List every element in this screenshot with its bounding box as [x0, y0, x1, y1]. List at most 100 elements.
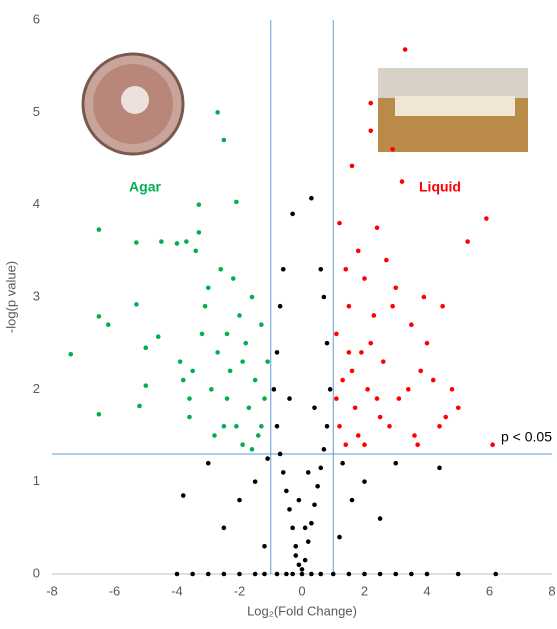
- point: [275, 350, 280, 355]
- point: [190, 572, 195, 577]
- point: [303, 558, 308, 563]
- point: [409, 572, 414, 577]
- point: [250, 295, 255, 300]
- point: [350, 164, 355, 169]
- point: [490, 442, 495, 447]
- point: [281, 470, 286, 475]
- point: [297, 562, 302, 567]
- series-label: Liquid: [419, 179, 461, 195]
- point: [393, 461, 398, 466]
- point: [368, 129, 373, 134]
- point: [222, 526, 227, 531]
- point: [143, 383, 148, 388]
- point: [97, 412, 102, 417]
- point: [197, 202, 202, 207]
- point: [178, 359, 183, 364]
- point: [406, 387, 411, 392]
- point: [322, 295, 327, 300]
- point: [237, 572, 242, 577]
- point: [253, 572, 258, 577]
- point: [187, 396, 192, 401]
- point: [247, 406, 252, 411]
- point: [265, 456, 270, 461]
- point: [431, 378, 436, 383]
- point: [68, 352, 73, 357]
- chart: -log(p value) Log₂(Fold Change) 0123456-…: [0, 0, 557, 624]
- point: [300, 572, 305, 577]
- point: [437, 424, 442, 429]
- point: [293, 553, 298, 558]
- x-tick-label: 2: [361, 583, 368, 598]
- point: [403, 47, 408, 52]
- point: [334, 332, 339, 337]
- y-tick-label: 5: [33, 104, 40, 119]
- point: [287, 507, 292, 512]
- point: [284, 489, 289, 494]
- x-tick-label: 4: [423, 583, 430, 598]
- point: [262, 396, 267, 401]
- point: [290, 212, 295, 217]
- point: [287, 396, 292, 401]
- point: [375, 225, 380, 230]
- point: [300, 567, 305, 572]
- x-tick-label: -4: [171, 583, 183, 598]
- point: [281, 267, 286, 272]
- point: [343, 267, 348, 272]
- point: [290, 526, 295, 531]
- point: [318, 267, 323, 272]
- point: [225, 396, 230, 401]
- point: [362, 572, 367, 577]
- point: [190, 369, 195, 374]
- liquid-photo: [378, 68, 528, 152]
- point: [156, 334, 161, 339]
- point: [337, 221, 342, 226]
- point: [331, 572, 336, 577]
- point: [415, 442, 420, 447]
- point: [378, 572, 383, 577]
- agar-photo: [83, 54, 183, 154]
- point: [134, 240, 139, 245]
- point: [262, 544, 267, 549]
- point: [231, 276, 236, 281]
- point: [97, 227, 102, 232]
- point: [206, 285, 211, 290]
- point: [372, 313, 377, 318]
- point: [356, 249, 361, 254]
- point: [106, 322, 111, 327]
- point: [347, 572, 352, 577]
- point: [218, 267, 223, 272]
- point: [212, 433, 217, 438]
- point: [134, 302, 139, 307]
- point: [228, 369, 233, 374]
- point: [206, 461, 211, 466]
- point: [325, 341, 330, 346]
- point: [318, 466, 323, 471]
- point: [340, 378, 345, 383]
- point: [493, 572, 498, 577]
- x-tick-label: 0: [298, 583, 305, 598]
- point: [97, 314, 102, 319]
- point: [362, 276, 367, 281]
- x-tick-label: -2: [234, 583, 246, 598]
- point: [425, 341, 430, 346]
- point: [240, 442, 245, 447]
- point: [237, 313, 242, 318]
- point: [275, 424, 280, 429]
- point: [175, 572, 180, 577]
- point: [365, 387, 370, 392]
- point: [265, 359, 270, 364]
- point: [400, 179, 405, 184]
- y-tick-label: 3: [33, 288, 40, 303]
- point: [297, 498, 302, 503]
- point: [465, 239, 470, 244]
- point: [309, 521, 314, 526]
- point: [275, 572, 280, 577]
- point: [422, 295, 427, 300]
- point: [440, 304, 445, 309]
- point: [256, 433, 261, 438]
- y-axis-title: -log(p value): [3, 261, 18, 333]
- point: [259, 322, 264, 327]
- point: [293, 544, 298, 549]
- point: [356, 433, 361, 438]
- point: [328, 387, 333, 392]
